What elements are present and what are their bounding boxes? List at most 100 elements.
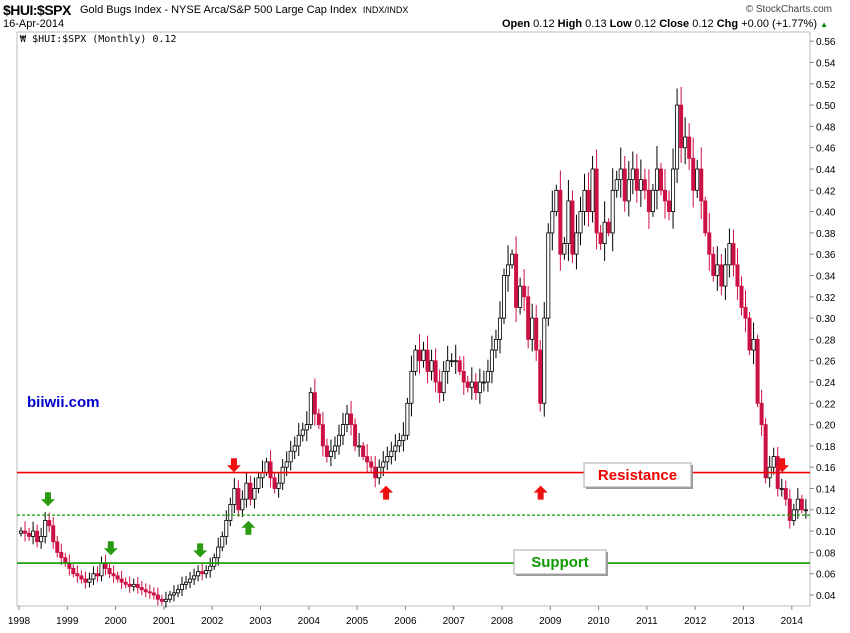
candle-body [638,179,643,191]
candle [654,145,659,210]
y-tick-label: 0.56 [816,37,836,48]
candle [526,285,531,349]
candle [538,340,543,412]
candle-body [453,360,458,363]
candle-body [135,583,140,588]
candle [353,418,358,452]
candle-body [429,360,434,372]
candle-body [216,546,221,559]
candle [554,184,559,217]
candle [19,527,24,537]
candle [695,159,700,198]
x-tick-label: 1999 [56,616,79,627]
description: Gold Bugs Index - NYSE Arca/S&P 500 Larg… [80,4,408,16]
candle [546,223,551,327]
candle [31,521,36,545]
candle-body [47,520,52,527]
candle [171,585,176,602]
candle-body [590,168,595,212]
candle-body [497,317,502,340]
y-tick-label: 0.24 [816,378,836,389]
candle-body [393,445,398,452]
x-tick-label: 2005 [346,616,369,627]
candle [715,246,720,291]
candle-body [196,571,201,577]
candle-body [180,583,185,591]
candle-body [642,179,647,191]
candle-body [723,264,728,287]
candle-body [256,477,261,489]
candle [244,472,249,508]
candle [787,489,792,529]
candle [192,568,197,586]
candle [328,439,333,467]
candle-body [324,445,329,457]
candle [71,564,76,578]
candle-body [751,338,756,351]
candle-body [570,200,575,255]
candle [79,570,84,584]
candle-body [43,520,48,537]
candle [27,527,32,541]
candle [159,594,164,606]
candle-body [208,565,213,571]
candle [220,531,225,552]
candle-body [413,349,418,372]
candle-body [99,562,104,577]
candle [95,566,100,582]
candle-body [727,243,732,266]
candle-body [687,136,692,159]
candle-body [175,589,180,594]
open-value: 0.12 [533,18,555,30]
y-tick-label: 0.48 [816,122,836,133]
candle-body [465,381,470,388]
x-tick-label: 2004 [298,616,321,627]
candle [590,155,595,223]
candle-body [667,200,672,212]
candle [755,334,760,408]
candle-body [683,136,688,149]
candle-body [795,498,800,511]
candle-body [711,253,716,276]
y-tick-label: 0.54 [816,59,836,70]
low-value: 0.12 [634,18,657,30]
candle-body [707,232,712,255]
candle-body [87,578,92,583]
candle [759,389,764,436]
candle-body [658,168,663,191]
candle-body [192,575,197,580]
high-value: 0.13 [585,18,607,30]
candle-body [542,317,547,404]
candle-body [779,488,784,490]
candle [188,571,193,589]
candle [341,412,346,446]
candle [75,565,80,583]
y-tick-label: 0.10 [816,527,836,538]
candle [449,353,454,368]
candle [51,516,56,550]
candle [634,153,639,203]
candle-body [188,578,193,583]
candle-body [91,573,96,580]
candle-body [654,168,659,191]
candle [743,290,748,333]
candle [534,304,539,362]
candle-body [755,338,760,404]
candle-body [417,349,422,362]
candle [83,571,88,589]
candle [723,248,728,301]
candle [441,361,446,402]
triangle-up-icon: ▲ [820,20,828,29]
candle-body [320,424,325,447]
candle-body [353,424,358,447]
candle [256,472,261,494]
y-tick-label: 0.42 [816,186,836,197]
candle-body [803,509,808,512]
candle [139,581,144,596]
candle [320,411,325,457]
candle-body [276,482,281,489]
candle [55,535,60,558]
candle-body [95,573,100,577]
candle [268,450,273,488]
candle-body [510,253,515,266]
